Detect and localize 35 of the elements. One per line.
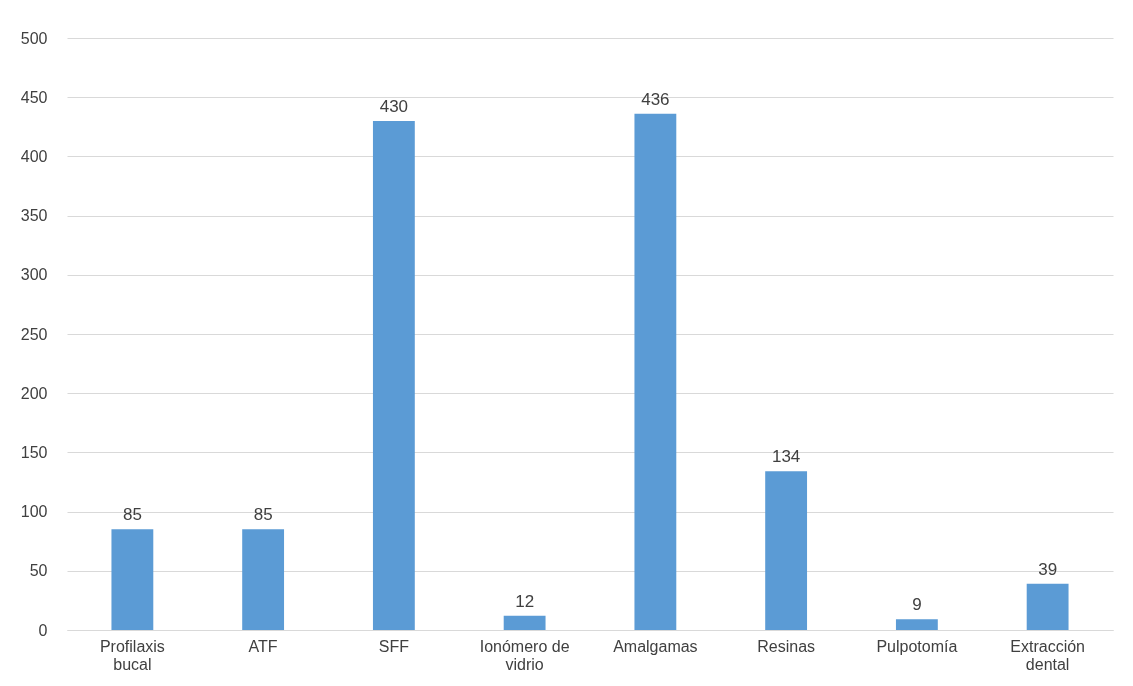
bar: [765, 471, 808, 630]
y-tick-label: 300: [20, 266, 48, 284]
data-label: 9: [912, 595, 922, 615]
bar: [111, 529, 154, 630]
y-tick-label: 200: [20, 384, 48, 402]
data-label: 85: [253, 505, 273, 525]
x-tick-label: ATF: [248, 637, 278, 655]
y-tick-label: 250: [20, 325, 48, 343]
data-label: 85: [122, 505, 142, 525]
data-label: 430: [379, 96, 409, 116]
bar: [503, 615, 546, 630]
x-tick-label: Extracción dental: [1010, 637, 1085, 673]
y-tick-label: 0: [38, 621, 48, 639]
bar: [242, 529, 285, 630]
bar: [372, 120, 415, 630]
bar: [1026, 583, 1069, 630]
y-tick-label: 50: [29, 562, 48, 580]
x-tick-label: Amalgamas: [613, 637, 698, 655]
data-label: 39: [1038, 559, 1058, 579]
x-tick-label: Resinas: [757, 637, 816, 655]
y-tick-label: 500: [20, 29, 48, 47]
x-tick-label: SFF: [378, 637, 410, 655]
y-tick-label: 100: [20, 503, 48, 521]
y-tick-label: 450: [20, 88, 48, 106]
y-tick-label: 350: [20, 207, 48, 225]
x-tick-label: Pulpotomía: [876, 637, 958, 655]
x-tick-label: Ionómero de vidrio: [479, 637, 570, 673]
data-label: 134: [771, 447, 801, 467]
bar: [895, 619, 938, 630]
data-label: 436: [641, 89, 670, 109]
y-tick-label: 150: [20, 443, 48, 461]
bar: [634, 113, 677, 630]
y-tick-label: 400: [20, 147, 48, 165]
data-label: 12: [515, 591, 535, 611]
x-tick-label: Profilaxis bucal: [99, 637, 165, 673]
